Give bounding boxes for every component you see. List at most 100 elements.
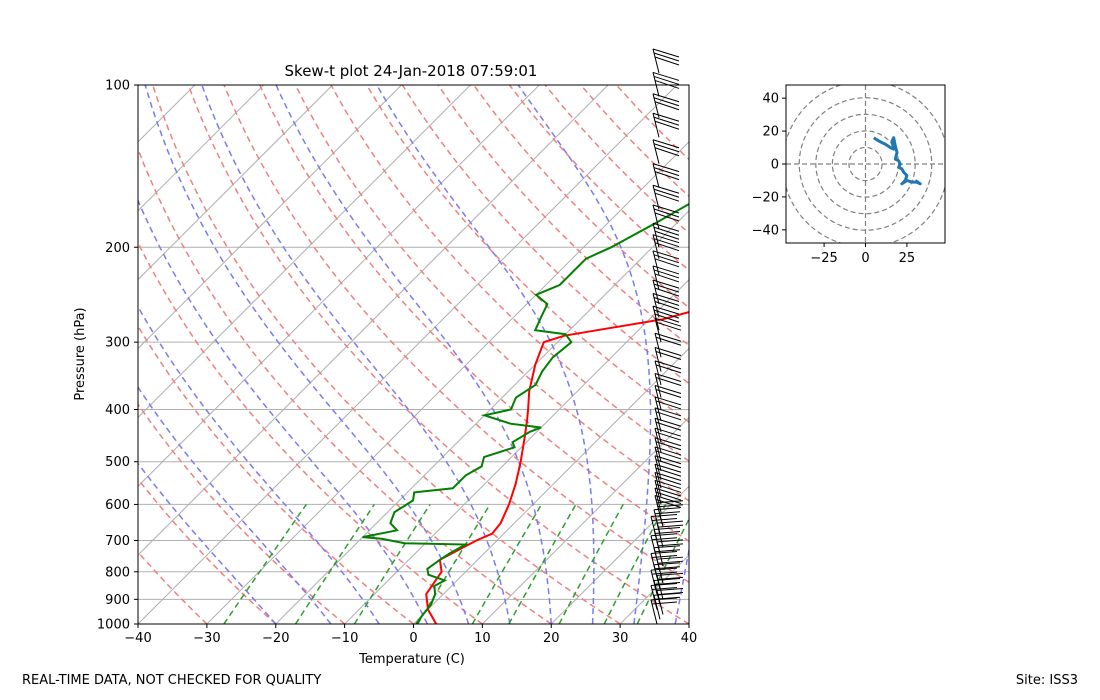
hodograph-panel: −25 0 25 −40 −20 0 20 40 bbox=[752, 84, 946, 266]
barb-feather bbox=[656, 520, 684, 524]
wind-barb bbox=[654, 437, 682, 462]
barb-feather bbox=[657, 524, 684, 528]
skewt-panel: Skew-t plot 24-Jan-2018 07:59:01 −40 −30−… bbox=[0, 48, 697, 667]
barb-feather bbox=[652, 71, 680, 81]
isotherm-0 bbox=[413, 347, 689, 624]
skewt-axes: −40 −30 −20 −10 0 10 20 30 40 100 200 300 400 500 600 7… bbox=[97, 79, 697, 647]
isotherm--20 bbox=[275, 210, 689, 624]
barb-feather bbox=[655, 450, 682, 460]
isotherm-20 bbox=[550, 485, 689, 624]
y-tick-label: 800 bbox=[105, 565, 130, 580]
barb-feather bbox=[654, 417, 682, 427]
barb-feather bbox=[653, 226, 680, 236]
barb-feather bbox=[652, 112, 680, 122]
barb-feather bbox=[654, 437, 682, 447]
dry-adiabat bbox=[138, 146, 552, 624]
hodo-x-tick-label: −25 bbox=[810, 251, 837, 266]
wind-barb bbox=[654, 385, 682, 410]
barb-feather bbox=[654, 147, 680, 157]
wind-barb bbox=[652, 71, 680, 97]
wind-barb bbox=[654, 317, 682, 343]
hodo-x-tick-label: 0 bbox=[861, 251, 869, 266]
isotherm-10 bbox=[482, 416, 689, 624]
hodo-y-tick-label: 20 bbox=[762, 125, 779, 140]
barb-feather bbox=[655, 421, 682, 431]
barb-feather bbox=[652, 222, 680, 232]
moist-adiabat bbox=[138, 198, 428, 624]
x-tick-label: 10 bbox=[474, 631, 491, 646]
quality-disclaimer: REAL-TIME DATA, NOT CHECKED FOR QUALITY bbox=[22, 673, 322, 688]
temperature-profile bbox=[425, 311, 689, 624]
wind-barb bbox=[652, 184, 680, 210]
hodograph-plot-area bbox=[786, 85, 945, 243]
barb-feather bbox=[656, 500, 684, 504]
barb-feather bbox=[653, 97, 680, 107]
barb-feather bbox=[652, 163, 680, 173]
isotherm--130 bbox=[0, 85, 57, 624]
hodo-y-tick-label: 0 bbox=[771, 158, 779, 173]
barb-feather bbox=[652, 293, 680, 302]
isotherm-40 bbox=[688, 623, 689, 624]
dry-adiabat bbox=[437, 85, 689, 347]
barb-shaft bbox=[652, 48, 660, 74]
barb-feather bbox=[655, 431, 682, 441]
wind-barb bbox=[653, 577, 681, 605]
barb-feather bbox=[652, 48, 680, 58]
mixing-ratio-line bbox=[353, 503, 431, 624]
x-tick-label: 0 bbox=[409, 631, 417, 646]
barb-feather bbox=[654, 56, 680, 66]
barb-feather bbox=[654, 446, 682, 456]
hodograph-axes: −25 0 25 −40 −20 0 20 40 bbox=[752, 92, 916, 266]
mixing-ratio-line bbox=[294, 503, 375, 624]
isotherm-30 bbox=[619, 554, 689, 624]
dry-adiabat bbox=[508, 85, 689, 272]
wind-barb bbox=[652, 234, 680, 259]
barb-feather bbox=[654, 230, 680, 240]
barb-shaft bbox=[652, 163, 660, 188]
barb-feather bbox=[654, 396, 682, 406]
barb-feather bbox=[655, 459, 682, 469]
x-tick-label: −30 bbox=[193, 631, 220, 646]
barb-feather bbox=[652, 93, 680, 103]
moist-adiabat bbox=[138, 462, 277, 624]
barb-feather bbox=[654, 317, 682, 327]
barb-feather bbox=[654, 407, 682, 417]
dry-adiabat bbox=[366, 85, 689, 423]
wind-barb bbox=[654, 407, 682, 432]
wind-barb bbox=[652, 204, 680, 230]
dry-adiabat bbox=[294, 85, 689, 502]
barb-feather bbox=[653, 167, 680, 177]
barb-feather bbox=[654, 258, 680, 268]
barb-feather bbox=[652, 139, 680, 149]
dry-adiabat bbox=[151, 85, 621, 624]
hodo-y-tick-label: −40 bbox=[752, 223, 779, 238]
barb-feather bbox=[654, 192, 680, 202]
barb-feather bbox=[653, 52, 680, 62]
y-tick-label: 400 bbox=[105, 403, 130, 418]
y-tick-label: 200 bbox=[105, 241, 130, 256]
dry-adiabat bbox=[138, 550, 208, 624]
wind-barb bbox=[654, 373, 682, 398]
wind-barbs bbox=[650, 48, 684, 625]
barb-feather bbox=[654, 242, 680, 252]
barb-feather bbox=[657, 504, 684, 508]
barb-feather bbox=[656, 587, 684, 591]
barb-feather bbox=[652, 234, 680, 244]
barb-feather bbox=[655, 377, 682, 386]
y-tick-label: 600 bbox=[105, 498, 130, 513]
barb-feather bbox=[652, 305, 680, 315]
barb-feather bbox=[655, 321, 682, 331]
isotherm--100 bbox=[138, 85, 265, 212]
hodograph-trace bbox=[872, 136, 922, 186]
site-label: Site: ISS3 bbox=[1015, 673, 1078, 688]
wind-barb bbox=[656, 572, 684, 600]
wind-barb bbox=[652, 163, 680, 188]
dry-adiabat bbox=[138, 324, 414, 624]
x-tick-label: −10 bbox=[331, 631, 358, 646]
moist-adiabat bbox=[138, 385, 332, 624]
barb-feather bbox=[655, 441, 682, 451]
mixing-ratio-line bbox=[471, 504, 543, 624]
y-tick-label: 100 bbox=[105, 79, 130, 94]
isotherm--10 bbox=[344, 278, 689, 624]
